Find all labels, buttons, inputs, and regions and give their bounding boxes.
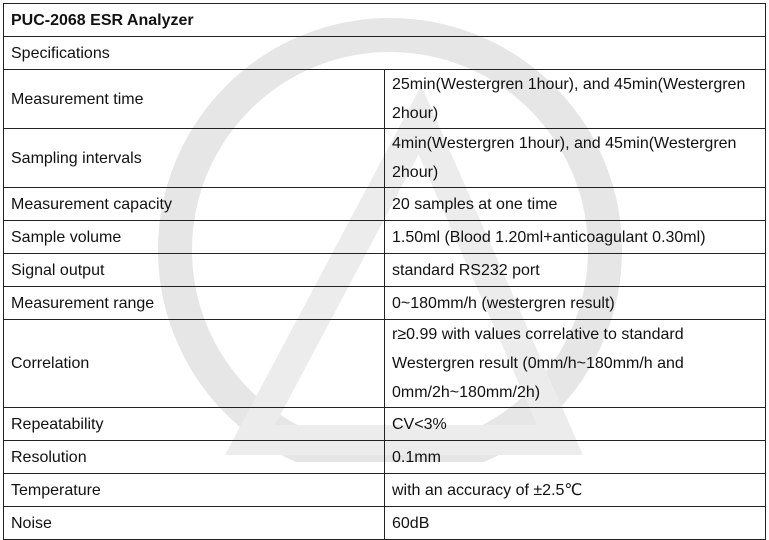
spec-name: Repeatability xyxy=(3,407,385,441)
spec-name: Measurement capacity xyxy=(3,187,385,221)
page: PUC-2068 ESR Analyzer Specifications Mea… xyxy=(3,3,766,540)
spec-value: 0.1mm xyxy=(384,440,766,474)
title-row: PUC-2068 ESR Analyzer xyxy=(3,3,766,37)
spec-name: Sample volume xyxy=(3,220,385,254)
spec-table: PUC-2068 ESR Analyzer Specifications Mea… xyxy=(3,3,766,540)
spec-name: Measurement time xyxy=(3,69,385,129)
table-title: PUC-2068 ESR Analyzer xyxy=(3,3,766,37)
spec-value: with an accuracy of ±2.5℃ xyxy=(384,473,766,507)
spec-value: CV<3% xyxy=(384,407,766,441)
spec-row: Signal output standard RS232 port xyxy=(3,253,766,287)
spec-row: Temperature with an accuracy of ±2.5℃ xyxy=(3,473,766,507)
spec-value: standard RS232 port xyxy=(384,253,766,287)
spec-name: Noise xyxy=(3,506,385,540)
spec-row: Sample volume 1.50ml (Blood 1.20ml+antico… xyxy=(3,220,766,254)
spec-name: Sampling intervals xyxy=(3,128,385,188)
spec-row: Measurement time 25min(Westergren 1hour),… xyxy=(3,69,766,129)
section-row: Specifications xyxy=(3,36,766,70)
spec-row: Measurement range 0~180mm/h (westergren r… xyxy=(3,286,766,320)
spec-row: Noise 60dB xyxy=(3,506,766,540)
spec-value: 4min(Westergren 1hour), and 45min(Wester… xyxy=(384,128,766,188)
spec-row: Repeatability CV<3% xyxy=(3,407,766,441)
spec-row: Correlation r≥0.99 with values correlativ… xyxy=(3,319,766,408)
spec-row: Measurement capacity 20 samples at one ti… xyxy=(3,187,766,221)
section-label: Specifications xyxy=(3,36,766,70)
spec-value: r≥0.99 with values correlative to standa… xyxy=(384,319,766,408)
spec-row: Sampling intervals 4min(Westergren 1hour)… xyxy=(3,128,766,188)
spec-name: Signal output xyxy=(3,253,385,287)
spec-name: Correlation xyxy=(3,319,385,408)
spec-name: Temperature xyxy=(3,473,385,507)
spec-value: 0~180mm/h (westergren result) xyxy=(384,286,766,320)
spec-value: 25min(Westergren 1hour), and 45min(Weste… xyxy=(384,69,766,129)
spec-row: Resolution 0.1mm xyxy=(3,440,766,474)
spec-name: Measurement range xyxy=(3,286,385,320)
spec-name: Resolution xyxy=(3,440,385,474)
spec-value: 1.50ml (Blood 1.20ml+anticoagulant 0.30m… xyxy=(384,220,766,254)
spec-value: 20 samples at one time xyxy=(384,187,766,221)
spec-value: 60dB xyxy=(384,506,766,540)
